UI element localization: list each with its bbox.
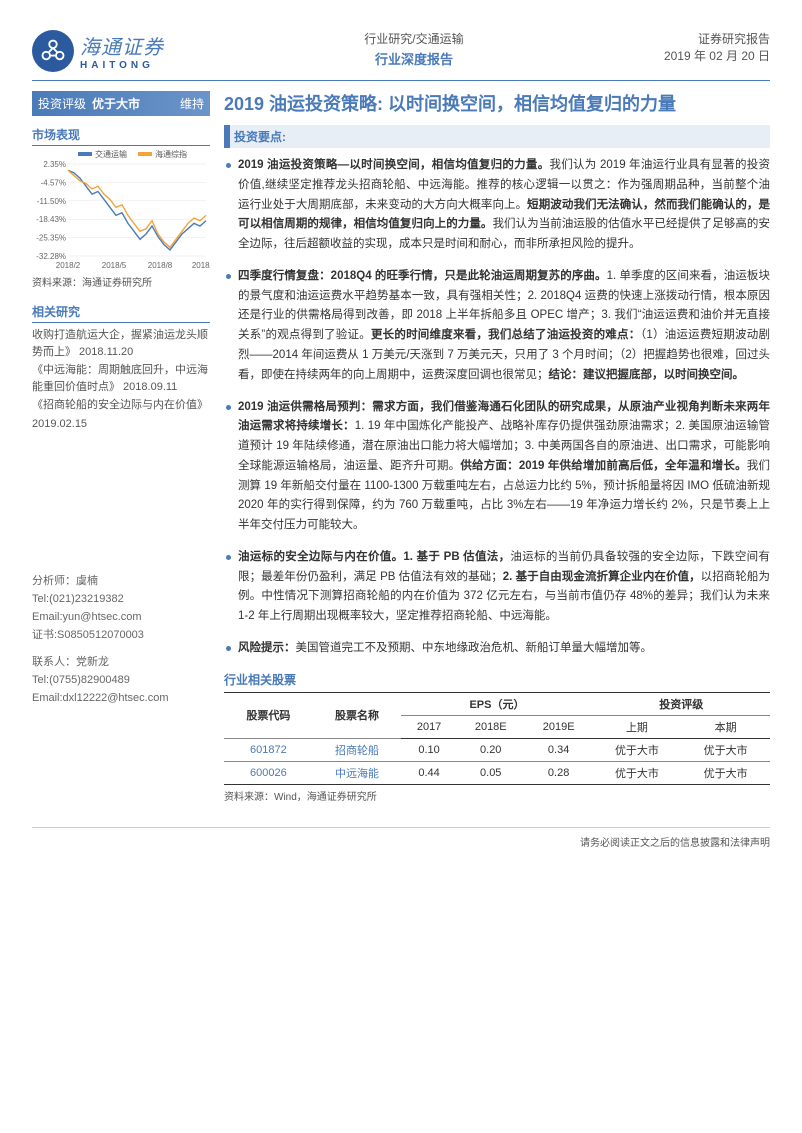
svg-text:-11.50%: -11.50% (37, 197, 66, 206)
svg-text:海通综指: 海通综指 (155, 150, 187, 159)
header-center: 行业研究/交通运输 行业深度报告 (164, 30, 664, 68)
header-right: 证券研究报告 2019 年 02 月 20 日 (664, 30, 770, 64)
rating-bar: 投资评级 优于大市 维持 (32, 91, 210, 116)
th-code: 股票代码 (224, 692, 313, 738)
svg-text:交通运输: 交通运输 (95, 150, 127, 159)
rating-label: 投资评级 (38, 95, 86, 112)
bullet-list: 2019 油运投资策略—以时间换空间，相信均值复归的力量。我们认为 2019 年… (224, 156, 770, 659)
bullet-item: 风险提示：美国管道完工不及预期、中东地缘政治危机、新船订单量大幅增加等。 (224, 639, 770, 659)
main-content: 2019 油运投资策略: 以时间换空间，相信均值复归的力量 投资要点: 2019… (224, 91, 770, 803)
bullet-item: 2019 油运投资策略—以时间换空间，相信均值复归的力量。我们认为 2019 年… (224, 156, 770, 255)
cell-name: 中远海能 (313, 761, 402, 784)
th-rating: 投资评级 (593, 692, 770, 715)
chart-source: 资料来源：海通证券研究所 (32, 274, 210, 289)
related-item: 收购打造航运大企，握紧油运龙头顺势而上》 2018.11.20 (32, 327, 210, 360)
logo-block: 海通证券 HAITONG (32, 30, 164, 72)
table-row: 600026中远海能0.440.050.28优于大市优于大市 (224, 761, 770, 784)
related-item: 《招商轮船的安全边际与内在价值》 (32, 397, 210, 414)
header-report-type: 行业深度报告 (164, 49, 664, 68)
svg-text:-18.43%: -18.43% (36, 215, 66, 224)
rating-value: 优于大市 (92, 95, 140, 112)
brand-cn: 海通证券 (80, 31, 164, 60)
svg-text:2018/8: 2018/8 (148, 261, 173, 270)
th-curr: 本期 (681, 715, 770, 738)
haitong-logo-icon (32, 30, 74, 72)
svg-text:-4.57%: -4.57% (41, 178, 66, 187)
th-2019e: 2019E (525, 715, 593, 738)
bullet-item: 2019 油运供需格局预判：需求方面，我们借鉴海通石化团队的研究成果，从原油产业… (224, 398, 770, 536)
cell-code: 601872 (224, 738, 313, 761)
svg-text:-25.35%: -25.35% (36, 234, 66, 243)
th-2017: 2017 (401, 715, 456, 738)
cell-eps: 0.20 (457, 738, 525, 761)
th-name: 股票名称 (313, 692, 402, 738)
svg-text:2018/2: 2018/2 (56, 261, 81, 270)
cell-eps: 0.44 (401, 761, 456, 784)
stocks-heading: 行业相关股票 (224, 671, 770, 688)
contact-email: Email:dxl12222@htsec.com (32, 689, 210, 707)
th-2018e: 2018E (457, 715, 525, 738)
cell-rating: 优于大市 (681, 738, 770, 761)
analyst-name: 分析师：虞楠 (32, 572, 210, 590)
sidebar: 投资评级 优于大市 维持 市场表现 2.35% -4.57% -11.50% -18.… (32, 91, 210, 803)
cell-rating: 优于大市 (593, 761, 682, 784)
brand-en: HAITONG (80, 60, 164, 71)
market-heading: 市场表现 (32, 126, 210, 146)
contact-block: 分析师：虞楠 Tel:(021)23219382 Email:yun@htsec… (32, 572, 210, 707)
cell-eps: 0.28 (525, 761, 593, 784)
contact-name: 联系人：党新龙 (32, 653, 210, 671)
cell-name: 招商轮船 (313, 738, 402, 761)
analyst-email: Email:yun@htsec.com (32, 608, 210, 626)
bullet-item: 油运标的安全边际与内在价值。1. 基于 PB 估值法，油运标的当前仍具备较强的安… (224, 548, 770, 627)
related-item: 2019.02.15 (32, 416, 210, 433)
related-heading: 相关研究 (32, 303, 210, 323)
section-heading: 投资要点: (224, 125, 770, 148)
svg-text:2018/11: 2018/11 (192, 261, 210, 270)
svg-text:2.35%: 2.35% (43, 160, 66, 169)
analyst-cert: 证书:S0850512070003 (32, 626, 210, 644)
cell-eps: 0.10 (401, 738, 456, 761)
analyst-tel: Tel:(021)23219382 (32, 590, 210, 608)
th-eps: EPS（元） (401, 692, 592, 715)
cell-rating: 优于大市 (681, 761, 770, 784)
svg-text:-32.28%: -32.28% (36, 252, 66, 261)
bullet-item: 四季度行情复盘：2018Q4 的旺季行情，只是此轮油运周期复苏的序曲。1. 单季… (224, 267, 770, 386)
th-prev: 上期 (593, 715, 682, 738)
table-source: 资料来源：Wind，海通证券研究所 (224, 788, 770, 803)
stocks-table: 股票代码 股票名称 EPS（元） 投资评级 2017 2018E 2019E 上… (224, 692, 770, 785)
cell-eps: 0.05 (457, 761, 525, 784)
header-doc-type: 证券研究报告 (664, 30, 770, 47)
header-date: 2019 年 02 月 20 日 (664, 47, 770, 64)
header-bar: 海通证券 HAITONG 行业研究/交通运输 行业深度报告 证券研究报告 201… (32, 30, 770, 81)
related-item: 《中远海能：周期触底回升，中远海能重回价值时点》 2018.09.11 (32, 362, 210, 395)
cell-code: 600026 (224, 761, 313, 784)
report-title: 2019 油运投资策略: 以时间换空间，相信均值复归的力量 (224, 91, 770, 117)
market-chart: 2.35%-4.57%-11.50%-18.43%-25.35%-32.28%2… (32, 150, 210, 270)
table-row: 601872招商轮船0.100.200.34优于大市优于大市 (224, 738, 770, 761)
contact-tel: Tel:(0755)82900489 (32, 671, 210, 689)
footer-disclaimer: 请务必阅读正文之后的信息披露和法律声明 (32, 827, 770, 849)
cell-rating: 优于大市 (593, 738, 682, 761)
header-sector: 行业研究/交通运输 (164, 30, 664, 47)
cell-eps: 0.34 (525, 738, 593, 761)
svg-text:2018/5: 2018/5 (102, 261, 127, 270)
related-list: 收购打造航运大企，握紧油运龙头顺势而上》 2018.11.20《中远海能：周期触… (32, 327, 210, 432)
rating-action: 维持 (180, 95, 204, 112)
